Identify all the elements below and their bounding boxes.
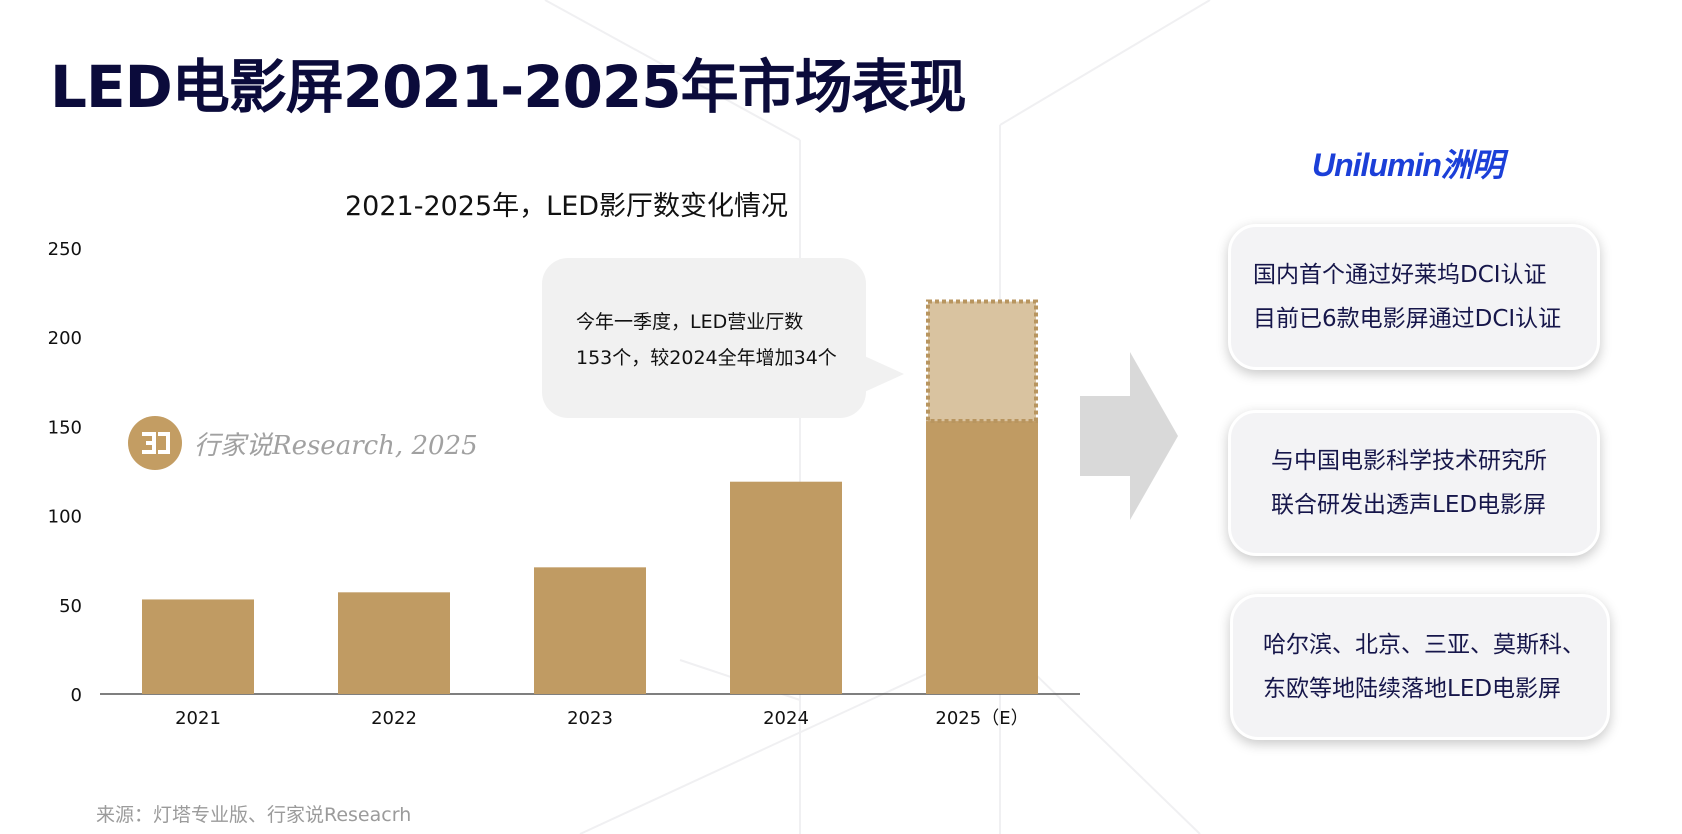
callout-line-1: 今年一季度，LED营业厅数 — [576, 311, 804, 333]
x-tick-label: 2024 — [763, 708, 809, 729]
bar — [534, 567, 646, 694]
source-note: 来源：灯塔专业版、行家说Reseacrh — [96, 804, 412, 826]
highlight-1-line-2: 目前已6款电影屏通过DCI认证 — [1253, 306, 1562, 332]
chart-title: 2021-2025年，LED影厅数变化情况 — [345, 191, 789, 222]
highlight-1-line-1: 国内首个通过好莱坞DCI认证 — [1253, 262, 1547, 288]
highlight-2-line-1: 与中国电影科学技术研究所 — [1271, 448, 1547, 474]
watermark-text: 行家说Research, 2025 — [194, 430, 478, 461]
x-tick-label: 2025（E） — [935, 708, 1028, 729]
y-tick-label: 50 — [59, 596, 82, 617]
watermark: 行家说Research, 2025 — [128, 415, 478, 471]
x-tick-label: 2021 — [175, 708, 221, 729]
projected-bar-segment — [926, 299, 1038, 424]
highlight-3-line-2: 东欧等地陆续落地LED电影屏 — [1263, 676, 1562, 702]
y-tick-label: 100 — [48, 507, 82, 528]
highlight-box-1: 国内首个通过好莱坞DCI认证 目前已6款电影屏通过DCI认证 — [1228, 224, 1600, 370]
x-tick-label: 2022 — [371, 708, 417, 729]
highlight-3-line-1: 哈尔滨、北京、三亚、莫斯科、 — [1263, 632, 1585, 658]
highlight-box-3: 哈尔滨、北京、三亚、莫斯科、 东欧等地陆续落地LED电影屏 — [1230, 594, 1610, 740]
y-tick-label: 150 — [48, 417, 82, 438]
bar — [142, 599, 254, 694]
brand-logo: Unilumin洲明 — [1312, 147, 1504, 183]
callout-text: 今年一季度，LED营业厅数 153个，较2024全年增加34个 — [576, 304, 856, 376]
callout-bubble: 今年一季度，LED营业厅数 153个，较2024全年增加34个 — [542, 258, 866, 418]
arrow-right-icon — [1080, 352, 1178, 520]
y-tick-label: 200 — [48, 328, 82, 349]
page-title: LED电影屏2021-2025年市场表现 — [50, 53, 967, 121]
bar — [926, 421, 1038, 694]
bar — [730, 481, 842, 694]
bar-chart: 0 50 100 150 200 250 2021 2022 2023 2024 2025（E） — [48, 239, 1080, 729]
hangjiashuo-logo-icon — [128, 416, 182, 470]
highlight-box-2: 与中国电影科学技术研究所 联合研发出透声LED电影屏 — [1228, 410, 1600, 556]
y-tick-label: 250 — [48, 239, 82, 260]
bar — [338, 592, 450, 694]
callout-line-2: 153个，较2024全年增加34个 — [576, 347, 837, 369]
y-tick-label: 0 — [71, 685, 82, 706]
highlight-2-line-2: 联合研发出透声LED电影屏 — [1271, 492, 1547, 518]
x-tick-label: 2023 — [567, 708, 613, 729]
callout-tail — [860, 354, 904, 394]
